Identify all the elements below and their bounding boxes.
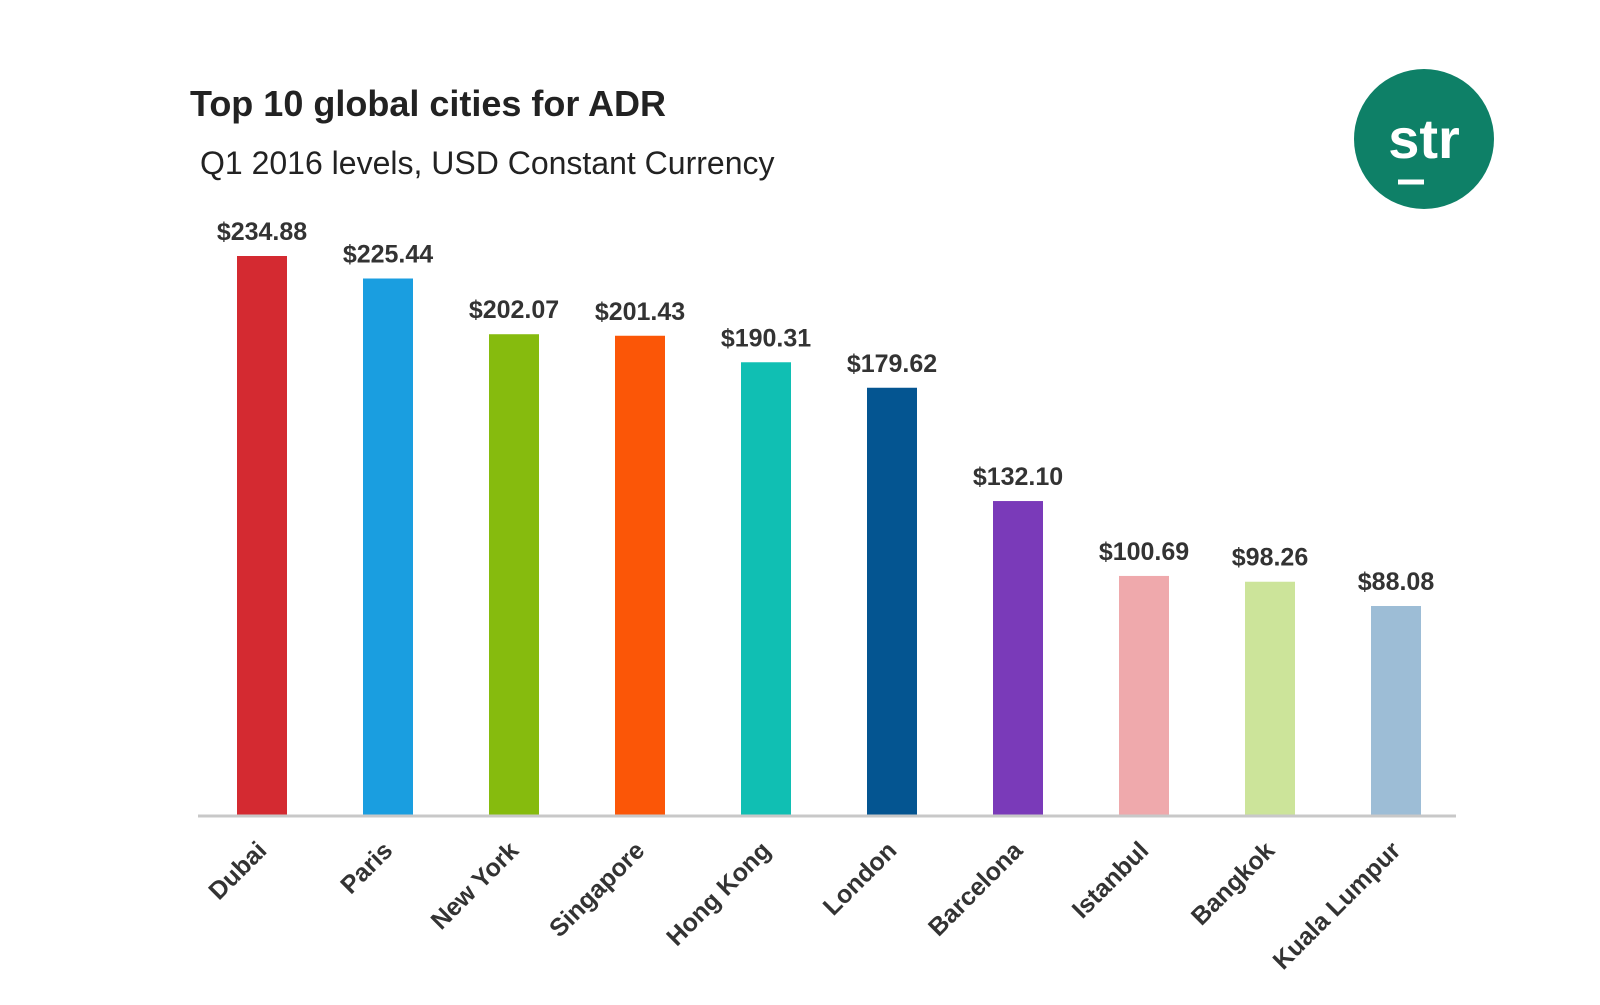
x-tick-label: New York [426,836,525,935]
x-tick-label: Singapore [544,836,650,942]
bar-bangkok [1245,581,1295,816]
bar-barcelona [993,501,1043,816]
bar-hong-kong [741,362,791,816]
logo-circle [1354,69,1494,209]
chart-title: Top 10 global cities for ADR [190,83,666,124]
data-label: $234.88 [217,218,307,246]
str-logo: str [1354,69,1494,209]
chart-subtitle: Q1 2016 levels, USD Constant Currency [200,145,774,181]
x-tick-label: Dubai [203,836,272,905]
data-label: $100.69 [1099,538,1189,566]
x-tick-label: Hong Kong [661,836,776,951]
x-tick-label: Paris [335,836,398,899]
value-labels-group: $234.88 $225.44 $202.07 $201.43 $190.31 $179.… [217,218,1435,596]
data-label: $190.31 [721,324,811,352]
logo-text: str [1388,107,1460,170]
data-label: $225.44 [343,241,433,269]
x-tick-labels-group: Dubai Paris New York Singapore Hong Kong Lond… [203,836,1406,975]
data-label: $201.43 [595,298,685,326]
bar-london [867,387,917,816]
x-tick-label: Kuala Lumpur [1268,836,1407,975]
x-tick-label: Bangkok [1186,836,1281,931]
data-label: $88.08 [1358,568,1435,596]
x-tick-label: Barcelona [923,836,1029,942]
data-label: $98.26 [1232,544,1308,572]
data-label: $132.10 [973,463,1063,491]
x-tick-label: Istanbul [1067,836,1155,924]
data-label: $179.62 [847,350,937,378]
bar-singapore [615,335,665,816]
x-tick-label: London [818,836,903,921]
bar-kuala-lumpur [1371,606,1421,816]
data-label: $202.07 [469,296,559,324]
bar-paris [363,278,413,816]
bar-istanbul [1119,575,1169,816]
bar-dubai [237,256,287,816]
bar-new-york [489,334,539,816]
bars-group [237,256,1421,816]
